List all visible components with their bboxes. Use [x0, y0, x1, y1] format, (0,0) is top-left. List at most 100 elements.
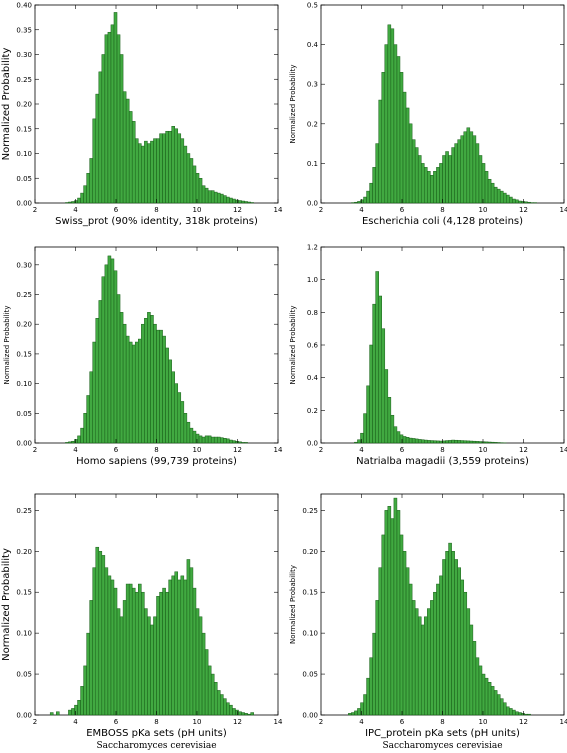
bar — [186, 421, 191, 444]
bar — [457, 567, 461, 716]
chart-panel-4: 2 4 6 8 10 12 14 0.0 0.2 0.4 0.6 0.8 1.0 1.2 Natrialba… — [289, 244, 567, 468]
bar — [360, 702, 364, 716]
bar — [238, 200, 242, 204]
bar — [475, 657, 480, 716]
bar — [168, 359, 172, 444]
bar — [138, 338, 142, 444]
bar — [223, 698, 227, 716]
bar — [113, 270, 118, 444]
bar — [457, 139, 461, 204]
bar — [460, 579, 465, 716]
bar — [466, 440, 471, 444]
bar — [363, 694, 367, 716]
bar — [156, 329, 160, 444]
bar — [411, 438, 416, 444]
bar — [509, 708, 513, 716]
bar — [241, 200, 245, 204]
bar — [122, 323, 127, 444]
bar — [198, 178, 203, 204]
bar — [430, 600, 434, 716]
bar — [65, 442, 69, 444]
bar — [402, 91, 407, 204]
bar — [192, 430, 197, 444]
bar — [487, 682, 492, 716]
y-tick-label: 1.0 — [307, 276, 318, 284]
bar — [402, 551, 407, 716]
bar — [348, 713, 352, 716]
bar — [490, 182, 495, 204]
bar — [433, 440, 437, 444]
bar — [204, 435, 209, 444]
x-tick-label: 2 — [33, 446, 37, 454]
bar — [393, 44, 398, 204]
bar — [375, 600, 379, 716]
bar — [396, 510, 401, 716]
bar — [153, 138, 157, 204]
bar — [223, 438, 227, 444]
y-tick-label: 0.15 — [16, 350, 32, 358]
bar — [387, 24, 392, 204]
y-tick-label: 0.30 — [16, 51, 32, 59]
x-tick-label: 6 — [400, 206, 405, 214]
bar — [207, 435, 212, 444]
bar — [195, 608, 200, 716]
bar — [436, 583, 440, 716]
bar — [138, 583, 142, 716]
bar — [165, 591, 169, 716]
bar — [183, 413, 188, 444]
bar — [80, 192, 84, 204]
y-tick-label: 0.4 — [307, 374, 319, 382]
bar — [247, 201, 251, 204]
bar — [460, 135, 465, 204]
y-tick-label: 0.4 — [307, 41, 319, 49]
y-tick-label: 0.1 — [307, 160, 318, 168]
bar — [503, 702, 507, 716]
x-axis-label: EMBOSS pKa sets (pH units) — [86, 728, 227, 739]
bar — [387, 397, 392, 444]
bars — [348, 497, 531, 716]
x-tick-label: 14 — [274, 206, 283, 214]
bar — [405, 437, 410, 444]
bar — [357, 439, 361, 444]
bar — [89, 371, 93, 444]
bar — [162, 587, 166, 716]
bar — [156, 596, 160, 716]
bar — [363, 413, 367, 444]
bar — [159, 133, 163, 204]
bar — [74, 439, 78, 444]
bar — [213, 682, 218, 716]
bar — [424, 439, 428, 444]
bar — [131, 344, 136, 444]
x-tick-label: 6 — [114, 446, 119, 454]
bar — [448, 440, 452, 444]
bar — [472, 440, 477, 444]
bar — [244, 201, 248, 204]
bar — [481, 673, 486, 716]
bar — [162, 335, 166, 444]
y-tick-label: 0.00 — [302, 712, 318, 720]
bar — [235, 709, 239, 716]
x-tick-label: 8 — [154, 206, 158, 214]
y-tick-label: 0.00 — [16, 200, 32, 208]
bar — [493, 690, 498, 716]
bar — [95, 318, 100, 444]
x-tick-label: 4 — [73, 446, 78, 454]
bar — [195, 433, 200, 444]
bar — [168, 130, 172, 204]
bar — [448, 155, 452, 204]
y-tick-label: 0.05 — [16, 671, 32, 679]
bar — [65, 202, 69, 204]
bar — [515, 711, 519, 716]
bar — [107, 31, 112, 204]
y-tick-label: 0.0 — [307, 200, 318, 208]
bar — [354, 201, 358, 204]
x-tick-label: 2 — [33, 206, 37, 214]
bar — [420, 163, 425, 204]
x-tick-label: 14 — [560, 718, 567, 726]
bar — [180, 575, 185, 716]
bars — [351, 24, 537, 204]
bar — [192, 587, 197, 716]
y-tick-label: 0.00 — [16, 440, 32, 448]
bar — [354, 710, 358, 716]
bar — [229, 197, 233, 204]
